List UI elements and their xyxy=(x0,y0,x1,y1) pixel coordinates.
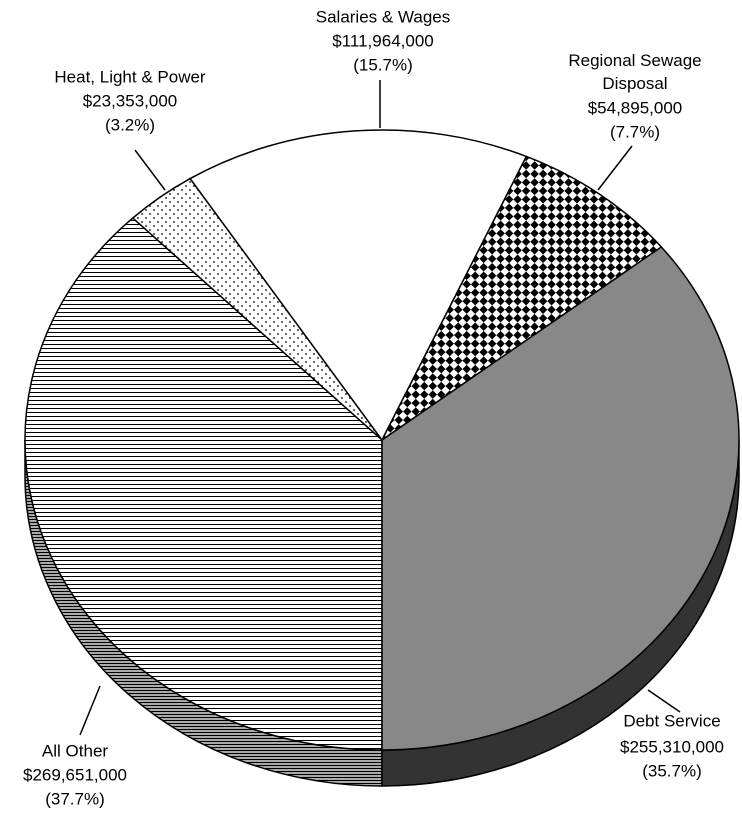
slice-label: Regional Sewage Disposal xyxy=(568,51,701,93)
slice-label: Debt Service xyxy=(623,711,720,730)
pie-faces xyxy=(24,129,740,751)
percent-label: (35.7%) xyxy=(642,761,702,780)
percent-label: (37.7%) xyxy=(45,789,105,808)
percent-label: (7.7%) xyxy=(610,122,660,141)
leader-line xyxy=(597,145,633,191)
value-label: $54,895,000 xyxy=(588,98,683,117)
leader-line xyxy=(647,689,681,713)
labels: All Other $269,651,000 (37.7%) Heat, Light … xyxy=(23,7,724,808)
percent-label: (3.2%) xyxy=(105,115,155,134)
value-label: $269,651,000 xyxy=(23,765,127,784)
pie-slice xyxy=(24,217,383,751)
pie-slice xyxy=(381,245,740,751)
leader-line xyxy=(134,149,166,191)
slice-label: Heat, Light & Power xyxy=(54,67,206,86)
percent-label: (15.7%) xyxy=(353,55,413,74)
pie-slice xyxy=(381,155,663,441)
slice-label: All Other xyxy=(42,741,108,760)
leader-line xyxy=(79,685,101,736)
value-label: $23,353,000 xyxy=(83,91,178,110)
value-label: $255,310,000 xyxy=(620,737,724,756)
value-label: $111,964,000 xyxy=(332,31,433,50)
slice-label: Salaries & Wages xyxy=(316,7,450,26)
pie-slice xyxy=(189,129,528,442)
